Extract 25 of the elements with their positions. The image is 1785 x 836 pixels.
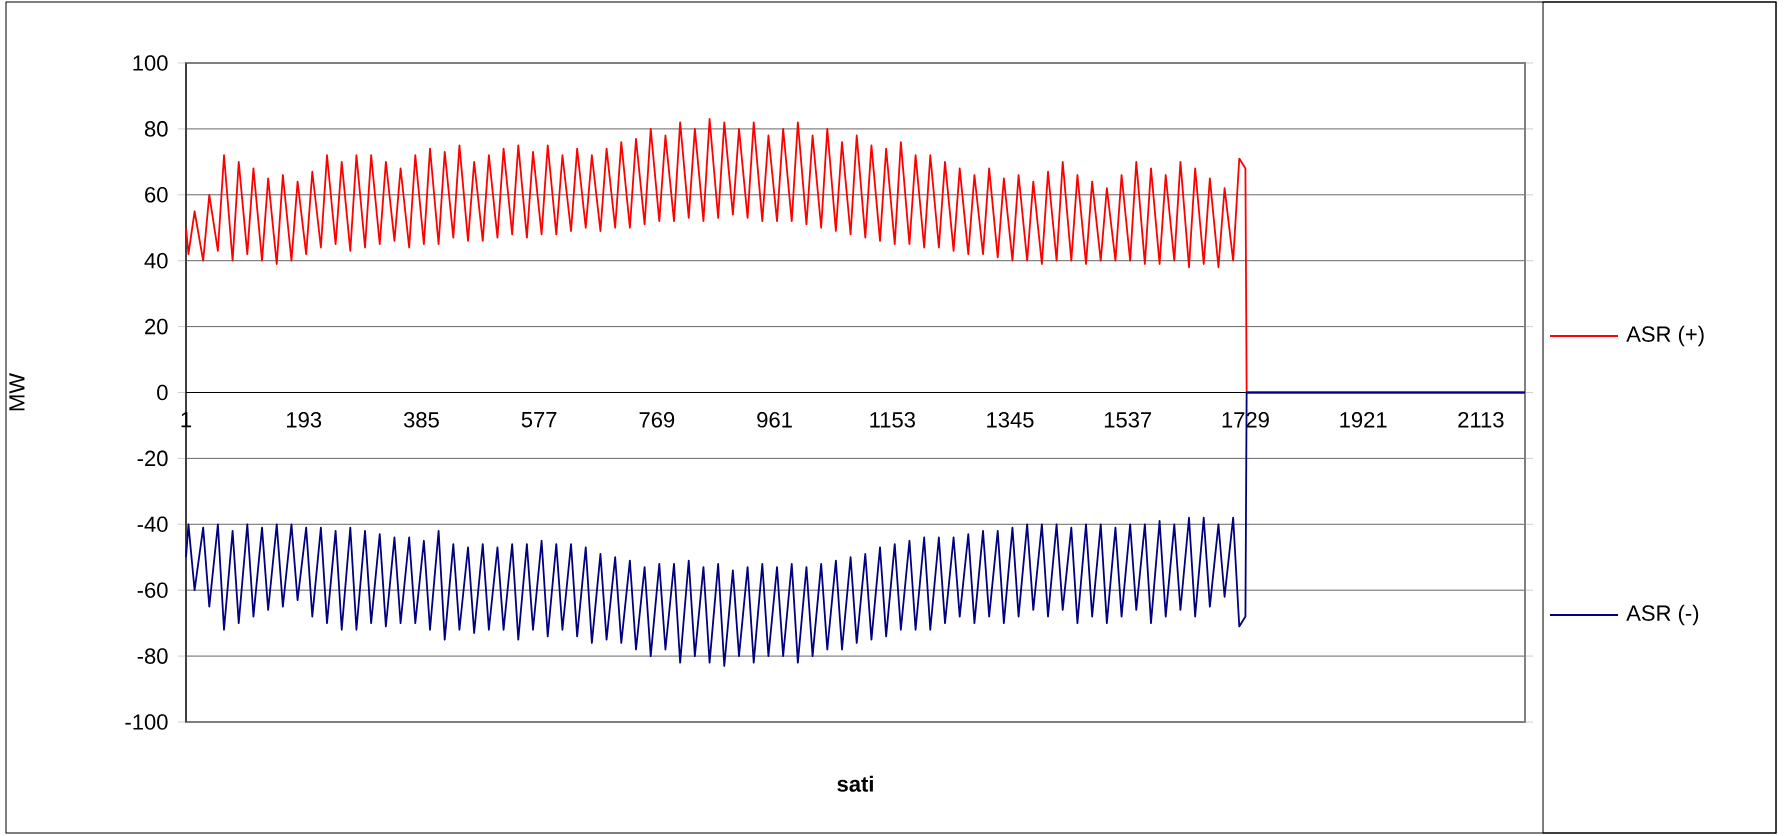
x-tick-label: 1345 <box>987 412 1034 428</box>
y-tick-label: 20 <box>145 318 168 335</box>
y-tick-label: -80 <box>137 648 168 664</box>
y-tick-label: 60 <box>145 187 168 203</box>
x-tick-label: 2113 <box>1458 412 1504 428</box>
y-tick-label: 0 <box>157 384 168 401</box>
x-tick-label: 385 <box>403 412 439 428</box>
legend-label: ASR (+) <box>1626 325 1704 347</box>
x-tick-label: 577 <box>521 412 557 428</box>
y-tick-label: -20 <box>137 450 168 467</box>
x-tick-label: 193 <box>287 412 322 428</box>
x-tick-label: 769 <box>639 412 675 428</box>
y-tick-label: -40 <box>137 516 168 533</box>
y-tick-label: 100 <box>133 55 168 71</box>
y-tick-label: 40 <box>144 252 168 269</box>
y-tick-label: -60 <box>137 582 168 598</box>
legend-label: ASR (-) <box>1626 604 1699 626</box>
y-axis-title: MW <box>9 373 25 411</box>
y-tick-label: -100 <box>125 714 168 730</box>
x-tick-label: 1537 <box>1104 412 1152 428</box>
y-tick-label: 80 <box>144 121 168 137</box>
x-tick-label: 1921 <box>1340 412 1387 428</box>
x-axis-title: sati <box>837 775 873 792</box>
x-tick-label: 961 <box>757 412 792 428</box>
x-tick-label: 1153 <box>870 412 915 428</box>
